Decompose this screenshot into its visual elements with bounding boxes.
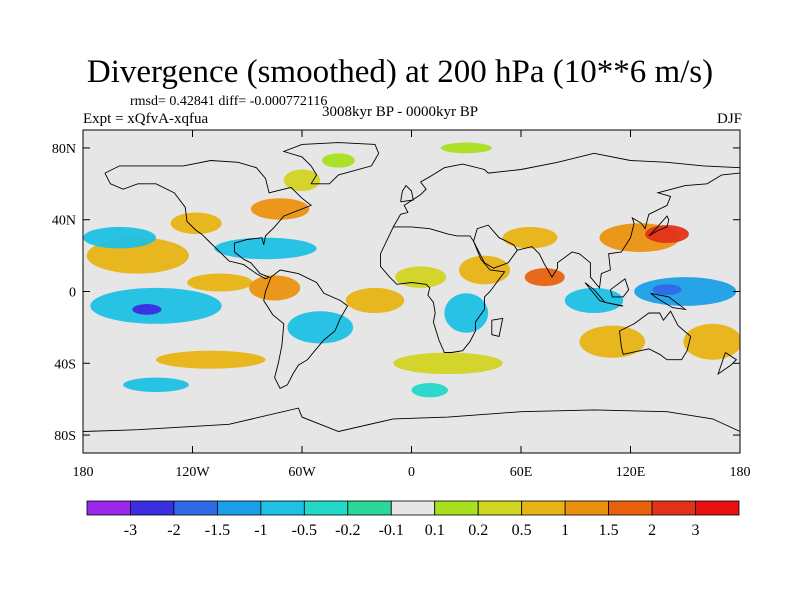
divergence-region xyxy=(458,255,511,285)
coastline xyxy=(609,278,630,298)
divergence-region xyxy=(214,237,317,260)
colorbar-swatch xyxy=(173,500,218,516)
colorbar-label: -3 xyxy=(124,522,137,539)
colorbar-label: 1 xyxy=(561,522,569,539)
season-label: DJF xyxy=(716,111,742,127)
divergence-region xyxy=(287,311,354,344)
divergence-region xyxy=(187,273,253,292)
colorbar-label: 0.2 xyxy=(468,522,488,539)
divergence-region xyxy=(564,287,624,314)
x-tick-label: 180 xyxy=(73,465,94,480)
coastline xyxy=(400,184,414,203)
chart-title: Divergence (smoothed) at 200 hPa (10**6 … xyxy=(86,54,714,90)
coastline xyxy=(648,215,670,237)
x-tick-label: 0 xyxy=(408,465,415,480)
x-tick-label: 60E xyxy=(510,465,533,480)
colorbar-label: -1.5 xyxy=(205,522,230,539)
colorbar-swatch xyxy=(477,500,523,516)
divergence-region xyxy=(652,284,682,296)
divergence-region xyxy=(170,212,222,235)
colorbar-label: -0.5 xyxy=(292,522,317,539)
divergence-region xyxy=(156,350,266,369)
y-tick-label: 80S xyxy=(54,429,76,444)
experiment-label: Expt = xQfvA-xqfua xyxy=(83,111,209,127)
divergence-region xyxy=(634,277,737,306)
divergence-region xyxy=(683,323,740,360)
colorbar-swatch xyxy=(347,500,392,516)
colorbar-label: -1 xyxy=(254,522,267,539)
stats-text: rmsd= 0.42841 diff= -0.000772116 xyxy=(130,94,328,109)
divergence-region xyxy=(393,352,503,375)
divergence-region xyxy=(524,268,565,287)
divergence-region xyxy=(395,266,447,288)
colorbar-label: 3 xyxy=(692,522,700,539)
x-tick-label: 120W xyxy=(175,465,210,480)
y-tick-label: 80N xyxy=(52,142,76,157)
colorbar-swatch xyxy=(564,500,610,516)
coastline xyxy=(83,407,740,432)
coastline xyxy=(650,292,687,311)
divergence-region xyxy=(444,293,489,333)
colorbar-label: 0.5 xyxy=(512,522,532,539)
coastline xyxy=(392,152,740,228)
coastline xyxy=(491,317,504,337)
colorbar-label: 2 xyxy=(648,522,656,539)
colorbar-swatch xyxy=(86,500,131,516)
colorbar-swatch xyxy=(434,500,479,516)
divergence-region xyxy=(249,275,301,301)
divergence-region xyxy=(440,142,492,154)
colorbar-label: -0.2 xyxy=(335,522,360,539)
divergence-region xyxy=(502,226,558,249)
divergence-region xyxy=(345,287,405,314)
colorbar-swatch xyxy=(651,500,696,516)
colorbar-swatch xyxy=(608,500,653,516)
coastline xyxy=(473,224,518,269)
colorbar-swatch xyxy=(303,500,349,516)
x-tick-label: 180 xyxy=(730,465,751,480)
x-tick-label: 60W xyxy=(288,465,316,480)
divergence-region xyxy=(250,198,310,220)
y-tick-label: 40S xyxy=(54,357,76,372)
colorbar-label: -2 xyxy=(167,522,180,539)
coastline xyxy=(380,226,506,353)
divergence-region xyxy=(83,226,156,249)
coastline xyxy=(717,352,738,376)
colorbar-label: 0.1 xyxy=(425,522,445,539)
divergence-region xyxy=(411,383,448,398)
divergence-region xyxy=(579,325,646,358)
period-label: 3008kyr BP - 0000kyr BP xyxy=(322,104,479,120)
colorbar-swatch xyxy=(130,500,175,516)
coastline xyxy=(104,160,312,280)
colorbar-swatch xyxy=(216,500,262,516)
colorbar-label: 1.5 xyxy=(599,522,619,539)
divergence-region xyxy=(283,169,321,192)
divergence-region xyxy=(123,377,189,392)
y-tick-label: 0 xyxy=(69,286,76,301)
x-tick-label: 120E xyxy=(616,465,646,480)
coastline xyxy=(604,301,624,307)
divergence-region xyxy=(132,304,162,315)
coastline xyxy=(619,310,692,361)
colorbar-swatch xyxy=(260,500,305,516)
colorbar-swatch xyxy=(521,500,566,516)
coastline xyxy=(517,172,740,289)
colorbar-swatch xyxy=(390,500,436,516)
y-tick-label: 40N xyxy=(52,214,76,229)
coastline xyxy=(263,269,349,390)
divergence-region xyxy=(322,153,355,168)
coastline xyxy=(282,142,380,185)
colorbar-label: -0.1 xyxy=(379,522,404,539)
colorbar-swatch xyxy=(695,500,740,516)
divergence-region xyxy=(645,225,689,244)
